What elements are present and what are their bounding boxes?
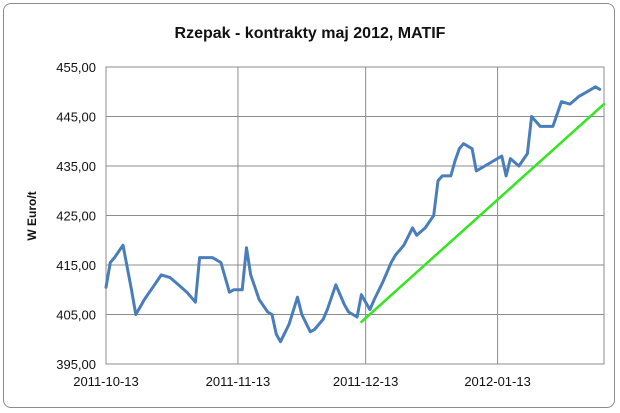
y-tick-label: 405,00 (56, 308, 96, 323)
x-tick-label: 2012-01-13 (464, 374, 531, 389)
y-tick-label: 455,00 (56, 60, 96, 75)
y-tick-label: 395,00 (56, 357, 96, 372)
y-tick-label: 415,00 (56, 258, 96, 273)
chart-title: Rzepak - kontrakty maj 2012, MATIF (175, 25, 446, 42)
x-tick-label: 2011-10-13 (73, 374, 139, 389)
y-tick-label: 425,00 (56, 209, 96, 224)
series-layer (104, 85, 606, 344)
x-axis-ticks: 2011-10-13 2011-11-13 2011-12-13 2012-01-13 (73, 374, 531, 389)
x-tick-label: 2011-11-13 (206, 374, 271, 389)
y-tick-label: 435,00 (56, 159, 96, 174)
trend-line (360, 102, 606, 324)
y-axis-ticks: 395,00 405,00 415,00 425,00 435,00 445,00 455,… (56, 60, 96, 372)
x-tick-label: 2011-12-13 (333, 374, 399, 389)
price-series-line (104, 85, 602, 344)
y-axis-label: W Euro/t (25, 191, 39, 240)
y-tick-label: 445,00 (56, 110, 96, 125)
